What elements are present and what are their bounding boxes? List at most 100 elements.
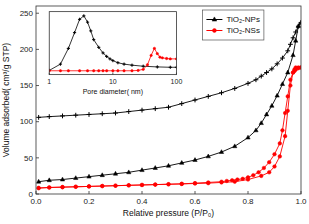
y-tick-label: 50: [24, 154, 33, 163]
plot-frame: [36, 6, 301, 194]
plot-background: [49, 12, 176, 75]
data-point: [291, 35, 296, 40]
x-tick-label: 0.4: [136, 197, 148, 206]
data-point: [127, 170, 131, 174]
data-point: [47, 186, 51, 190]
data-point: [153, 183, 157, 187]
data-point: [142, 68, 144, 70]
chart: 0.00.20.40.60.81.0050100150200250Relativ…: [0, 0, 309, 224]
data-point: [113, 171, 117, 175]
data-point: [87, 185, 91, 189]
data-point: [105, 70, 107, 72]
data-point: [246, 81, 251, 86]
data-point: [73, 113, 78, 118]
data-point: [37, 186, 41, 190]
data-point: [140, 183, 144, 187]
data-point: [47, 178, 51, 182]
data-point: [262, 166, 266, 170]
data-point: [294, 38, 298, 42]
data-point: [167, 182, 171, 186]
data-point: [127, 184, 131, 188]
data-point: [161, 57, 163, 59]
y-tick-label: 150: [20, 81, 34, 90]
data-point: [169, 58, 171, 60]
y-tick-label: 0: [29, 190, 34, 199]
data-point: [275, 61, 280, 66]
data-point: [180, 182, 184, 186]
data-point: [193, 181, 197, 185]
data-point: [108, 57, 111, 60]
data-point: [153, 47, 155, 49]
data-point: [36, 115, 41, 120]
data-point: [273, 165, 277, 169]
data-point: [193, 182, 197, 186]
data-point: [61, 185, 65, 189]
x-tick: [301, 191, 302, 194]
data-point: [37, 186, 41, 190]
data-point: [86, 70, 88, 72]
data-point: [180, 161, 184, 165]
data-point: [179, 101, 184, 106]
data-point: [206, 181, 210, 185]
data-point: [114, 184, 118, 188]
data-point: [140, 168, 144, 172]
data-point: [112, 70, 114, 72]
plot-frame: [49, 12, 176, 75]
data-point: [61, 185, 65, 189]
y-tick-label: 200: [20, 45, 34, 54]
data-point: [252, 173, 256, 177]
data-point: [100, 184, 104, 188]
data-point: [291, 71, 295, 75]
data-point: [286, 70, 290, 74]
data-point: [267, 171, 271, 175]
data-point: [291, 71, 295, 75]
legend-marker: [212, 17, 217, 21]
x-axis-label: Relative pressure (P/P₀): [123, 208, 215, 218]
data-point: [156, 65, 159, 68]
data-point: [270, 103, 274, 107]
data-point: [137, 69, 139, 71]
data-point: [140, 108, 145, 113]
data-point: [283, 134, 287, 138]
data-point: [293, 30, 298, 35]
data-point: [278, 142, 282, 146]
data-point: [67, 70, 69, 72]
data-point: [233, 144, 237, 148]
y-tick: [36, 49, 39, 50]
y-tick: [36, 194, 39, 195]
x-tick: [89, 191, 90, 194]
series-line: [49, 16, 176, 71]
y-tick: [36, 157, 39, 158]
x-tick: [49, 73, 50, 75]
y-tick: [36, 13, 39, 14]
data-point: [165, 57, 167, 59]
data-point: [281, 129, 285, 133]
main-chart: 0.00.20.40.60.81.0050100150200250Relativ…: [1, 6, 307, 218]
data-point: [219, 90, 224, 95]
data-point: [116, 61, 119, 64]
data-point: [87, 174, 91, 178]
data-point: [246, 135, 250, 139]
data-point: [193, 158, 197, 162]
x-tick-label: 1.0: [295, 197, 307, 206]
data-point: [269, 67, 274, 72]
data-point: [264, 70, 269, 75]
data-point: [259, 174, 263, 178]
data-point: [153, 106, 158, 111]
data-point: [219, 150, 223, 154]
data-point: [131, 70, 133, 72]
data-point: [73, 31, 76, 34]
series-line: [49, 48, 176, 70]
data-point: [100, 111, 105, 116]
x-tick: [176, 73, 177, 75]
series: [37, 66, 301, 190]
data-point: [167, 182, 171, 186]
x-tick: [36, 191, 37, 194]
data-point: [267, 160, 271, 164]
y-tick: [36, 121, 39, 122]
data-point: [296, 24, 301, 29]
y-tick: [36, 85, 39, 86]
data-point: [156, 52, 158, 54]
data-point: [280, 82, 284, 86]
data-point: [289, 78, 293, 82]
